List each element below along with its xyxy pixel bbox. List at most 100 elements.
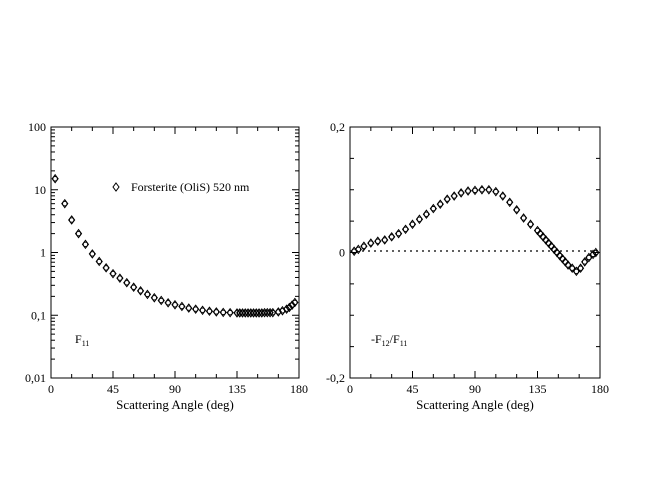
- ratio-label-pre: -F: [371, 332, 382, 346]
- f11-data-point: [219, 307, 227, 318]
- f11-data-point: [95, 256, 103, 267]
- legend: Forsterite (OliS) 520 nm: [112, 180, 250, 194]
- ratio-y-tick-label: -0,2: [326, 371, 345, 385]
- ratio-label-mid: /F: [390, 332, 400, 346]
- f11-data-point: [212, 307, 220, 317]
- f11-data-point: [102, 262, 110, 273]
- f11-x-tick-label: 0: [48, 382, 54, 396]
- circle-marker: [582, 259, 588, 265]
- ratio-panel-label: -F12/F11: [371, 332, 407, 348]
- ratio-data-point: [436, 199, 444, 210]
- circle-marker: [69, 217, 75, 223]
- f11-x-tick-label: 135: [228, 382, 246, 396]
- ratio-data-point: [492, 186, 500, 197]
- circle-marker: [165, 300, 171, 306]
- f11-y-tick-label: 10: [34, 183, 46, 197]
- legend-marker: [112, 182, 120, 192]
- f11-data-point: [88, 249, 96, 259]
- f11-data-point: [81, 239, 90, 250]
- circle-marker: [220, 309, 226, 316]
- ratio-ticks: 0 45 90 135 180-0,200,2: [326, 120, 609, 396]
- circle-marker: [430, 205, 436, 212]
- circle-marker: [75, 230, 82, 237]
- circle-marker: [179, 303, 185, 310]
- ratio-data-point: [429, 203, 437, 214]
- f11-data-point: [130, 282, 138, 293]
- legend-entry: Forsterite (OliS) 520 nm: [131, 180, 250, 194]
- f11-label-main: F: [75, 332, 82, 346]
- ratio-data-point: [408, 219, 417, 230]
- circle-marker: [486, 187, 492, 193]
- circle-marker: [267, 310, 273, 316]
- ratio-data-point: [394, 228, 403, 239]
- f11-data-point: [171, 299, 179, 310]
- ratio-data-point: [576, 263, 585, 274]
- ratio-label-sub2: 11: [400, 339, 408, 348]
- f11-ticks: 0 45 90 135 180 0,01 0,1 1 10 100: [25, 120, 308, 396]
- f11-data-point: [185, 303, 193, 313]
- ratio-data-point: [478, 184, 486, 195]
- circle-marker: [137, 288, 144, 294]
- f11-data-point: [205, 306, 214, 317]
- circle-marker: [500, 193, 506, 199]
- circle-marker: [520, 215, 527, 221]
- ratio-label-sub1: 12: [382, 339, 390, 348]
- ratio-x-axis-label: Scattering Angle (deg): [416, 397, 534, 412]
- circle-marker: [103, 265, 109, 271]
- f11-data-point: [61, 198, 69, 209]
- circle-marker: [151, 295, 157, 301]
- circle-marker: [117, 275, 123, 281]
- circle-marker: [355, 246, 361, 253]
- circle-marker: [193, 306, 199, 312]
- ratio-data-point: [499, 191, 507, 201]
- circle-marker: [514, 207, 520, 213]
- f11-x-tick-label: 90: [169, 382, 181, 396]
- circle-marker: [227, 310, 233, 316]
- ratio-data-point: [464, 186, 472, 196]
- ratio-data-point: [471, 185, 479, 196]
- f11-data-point: [51, 173, 59, 184]
- circle-marker: [479, 187, 485, 193]
- ratio-data-point: [354, 244, 362, 255]
- circle-marker: [96, 258, 102, 265]
- circle-marker: [389, 234, 395, 240]
- ratio-data-point: [367, 238, 375, 248]
- circle-marker: [292, 299, 298, 306]
- f11-panel-label: F11: [75, 332, 89, 348]
- circle-marker: [493, 188, 499, 195]
- f11-data-point: [150, 292, 158, 303]
- ratio-data-point: [564, 260, 572, 270]
- ratio-data-point: [506, 197, 514, 208]
- circle-marker: [131, 284, 137, 290]
- circle-marker: [577, 265, 584, 271]
- ratio-data-point: [422, 209, 431, 220]
- circle-marker: [375, 238, 381, 244]
- circle-marker: [465, 188, 471, 194]
- f11-label-sub: 11: [82, 339, 90, 348]
- ratio-x-tick-label: 0: [347, 382, 353, 396]
- circle-marker: [52, 176, 58, 182]
- circle-marker: [458, 190, 464, 196]
- circle-marker: [416, 216, 423, 222]
- circle-marker: [206, 308, 213, 314]
- ratio-data-point: [360, 241, 368, 252]
- f11-data-point: [198, 305, 207, 316]
- ratio-data-point: [457, 188, 465, 198]
- circle-marker: [186, 305, 192, 311]
- circle-marker: [437, 201, 443, 207]
- ratio-data-point: [388, 231, 396, 242]
- circle-marker: [402, 226, 409, 232]
- ratio-data-point: [485, 184, 493, 195]
- circle-marker: [409, 221, 416, 227]
- circle-marker: [124, 280, 130, 286]
- f11-y-tick-label: 0,1: [31, 308, 46, 322]
- circle-marker: [361, 243, 367, 249]
- ratio-data-point: [568, 263, 576, 274]
- f11-data-point: [178, 301, 186, 312]
- ratio-y-tick-label: 0,2: [330, 120, 345, 134]
- ratio-data-point: [443, 194, 451, 204]
- circle-marker: [565, 262, 571, 268]
- circle-marker: [527, 221, 534, 227]
- ratio-data-point: [526, 219, 535, 230]
